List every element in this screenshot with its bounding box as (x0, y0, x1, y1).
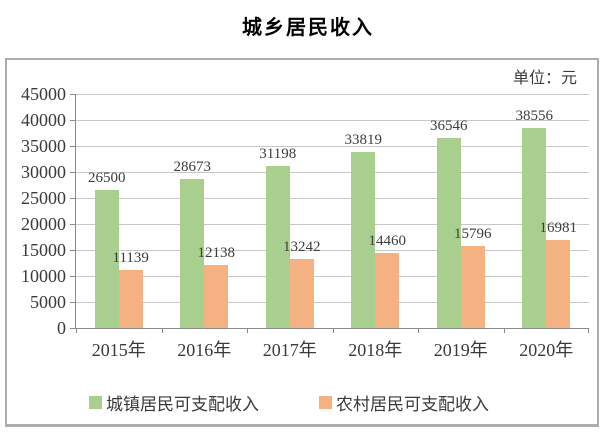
bar-rural (460, 245, 485, 328)
y-tick-label: 35000 (21, 136, 66, 156)
gridline (76, 119, 589, 121)
bar-value-label: 16981 (539, 219, 578, 236)
bar-rural (118, 270, 143, 328)
y-tick-label: 20000 (21, 214, 66, 234)
bar-value-label: 38556 (515, 107, 554, 124)
y-axis-tick (70, 327, 76, 329)
bar-urban (351, 152, 376, 328)
gridline (76, 197, 589, 199)
x-tick-label: 2020年 (519, 340, 574, 360)
legend-swatch-icon (319, 396, 332, 409)
y-axis-tick (70, 93, 76, 95)
bar-value-label: 33819 (344, 132, 383, 149)
gridline (76, 93, 589, 95)
bar-value-label: 36546 (430, 117, 468, 134)
legend-swatch-icon (89, 396, 102, 409)
y-axis-tick (70, 249, 76, 251)
gridline (76, 275, 589, 277)
bar-urban (265, 165, 290, 328)
legend-item: 农村居民可支配收入 (319, 390, 489, 415)
chart-panel: 单位：元 0 5000 10000 15000 20000 25000 30000 35000… (5, 58, 599, 427)
bar-rural (375, 252, 400, 328)
gridline (76, 171, 589, 173)
y-axis-tick (70, 145, 76, 147)
legend: 城镇居民可支配收入 农村居民可支配收入 (7, 390, 571, 415)
bar-urban (436, 137, 461, 328)
bar-value-label: 11139 (112, 250, 149, 267)
bar-urban (94, 190, 119, 328)
legend-label: 农村居民可支配收入 (336, 395, 489, 414)
x-tick-label: 2016年 (177, 340, 232, 360)
bar-value-label: 31198 (259, 145, 297, 162)
y-axis-tick (70, 197, 76, 199)
x-tick-label: 2018年 (348, 340, 403, 360)
y-tick-label: 5000 (30, 292, 66, 312)
bar-value-label: 12138 (197, 244, 236, 261)
x-axis-tick (332, 328, 334, 333)
y-axis-tick (70, 119, 76, 121)
bar-value-label: 14460 (368, 232, 407, 249)
bar-rural (289, 259, 314, 328)
bar-rural (546, 239, 571, 328)
y-tick-label: 30000 (21, 162, 66, 182)
plot-area: 0 5000 10000 15000 20000 25000 30000 35000 40000… (21, 84, 589, 360)
x-tick-label: 2017年 (262, 340, 317, 360)
y-tick-label: 15000 (21, 240, 66, 260)
x-tick-label: 2015年 (91, 340, 146, 360)
x-tick-label: 2019年 (433, 340, 488, 360)
y-tick-label: 40000 (21, 110, 66, 130)
y-axis-tick (70, 223, 76, 225)
y-axis-tick (70, 171, 76, 173)
y-tick-label: 0 (57, 318, 66, 338)
y-axis-tick (70, 275, 76, 277)
x-axis-tick (418, 328, 419, 333)
x-axis-tick (588, 328, 589, 333)
x-axis-tick (503, 328, 505, 333)
unit-label: 单位：元 (512, 70, 577, 87)
bar-urban (522, 127, 547, 328)
legend-label: 城镇居民可支配收入 (106, 395, 259, 414)
y-axis-tick (70, 301, 76, 303)
x-axis-tick (76, 328, 77, 333)
y-tick-label: 45000 (21, 84, 66, 104)
legend-item: 城镇居民可支配收入 (89, 390, 259, 415)
chart-title: 城乡居民收入 (242, 17, 374, 39)
bar-value-label: 26500 (88, 170, 126, 187)
y-tick-label: 10000 (21, 266, 66, 286)
bar-value-label: 15796 (454, 225, 492, 242)
bar-rural (204, 264, 229, 328)
bar-value-label: 13242 (283, 239, 321, 256)
gridline (76, 249, 589, 251)
y-tick-label: 25000 (21, 188, 66, 208)
gridline (76, 223, 589, 225)
x-axis-tick (247, 328, 248, 333)
gridline (76, 145, 589, 147)
bar-urban (180, 178, 205, 328)
gridline (76, 301, 589, 303)
x-axis-tick (161, 328, 163, 333)
bar-value-label: 28673 (173, 158, 212, 175)
